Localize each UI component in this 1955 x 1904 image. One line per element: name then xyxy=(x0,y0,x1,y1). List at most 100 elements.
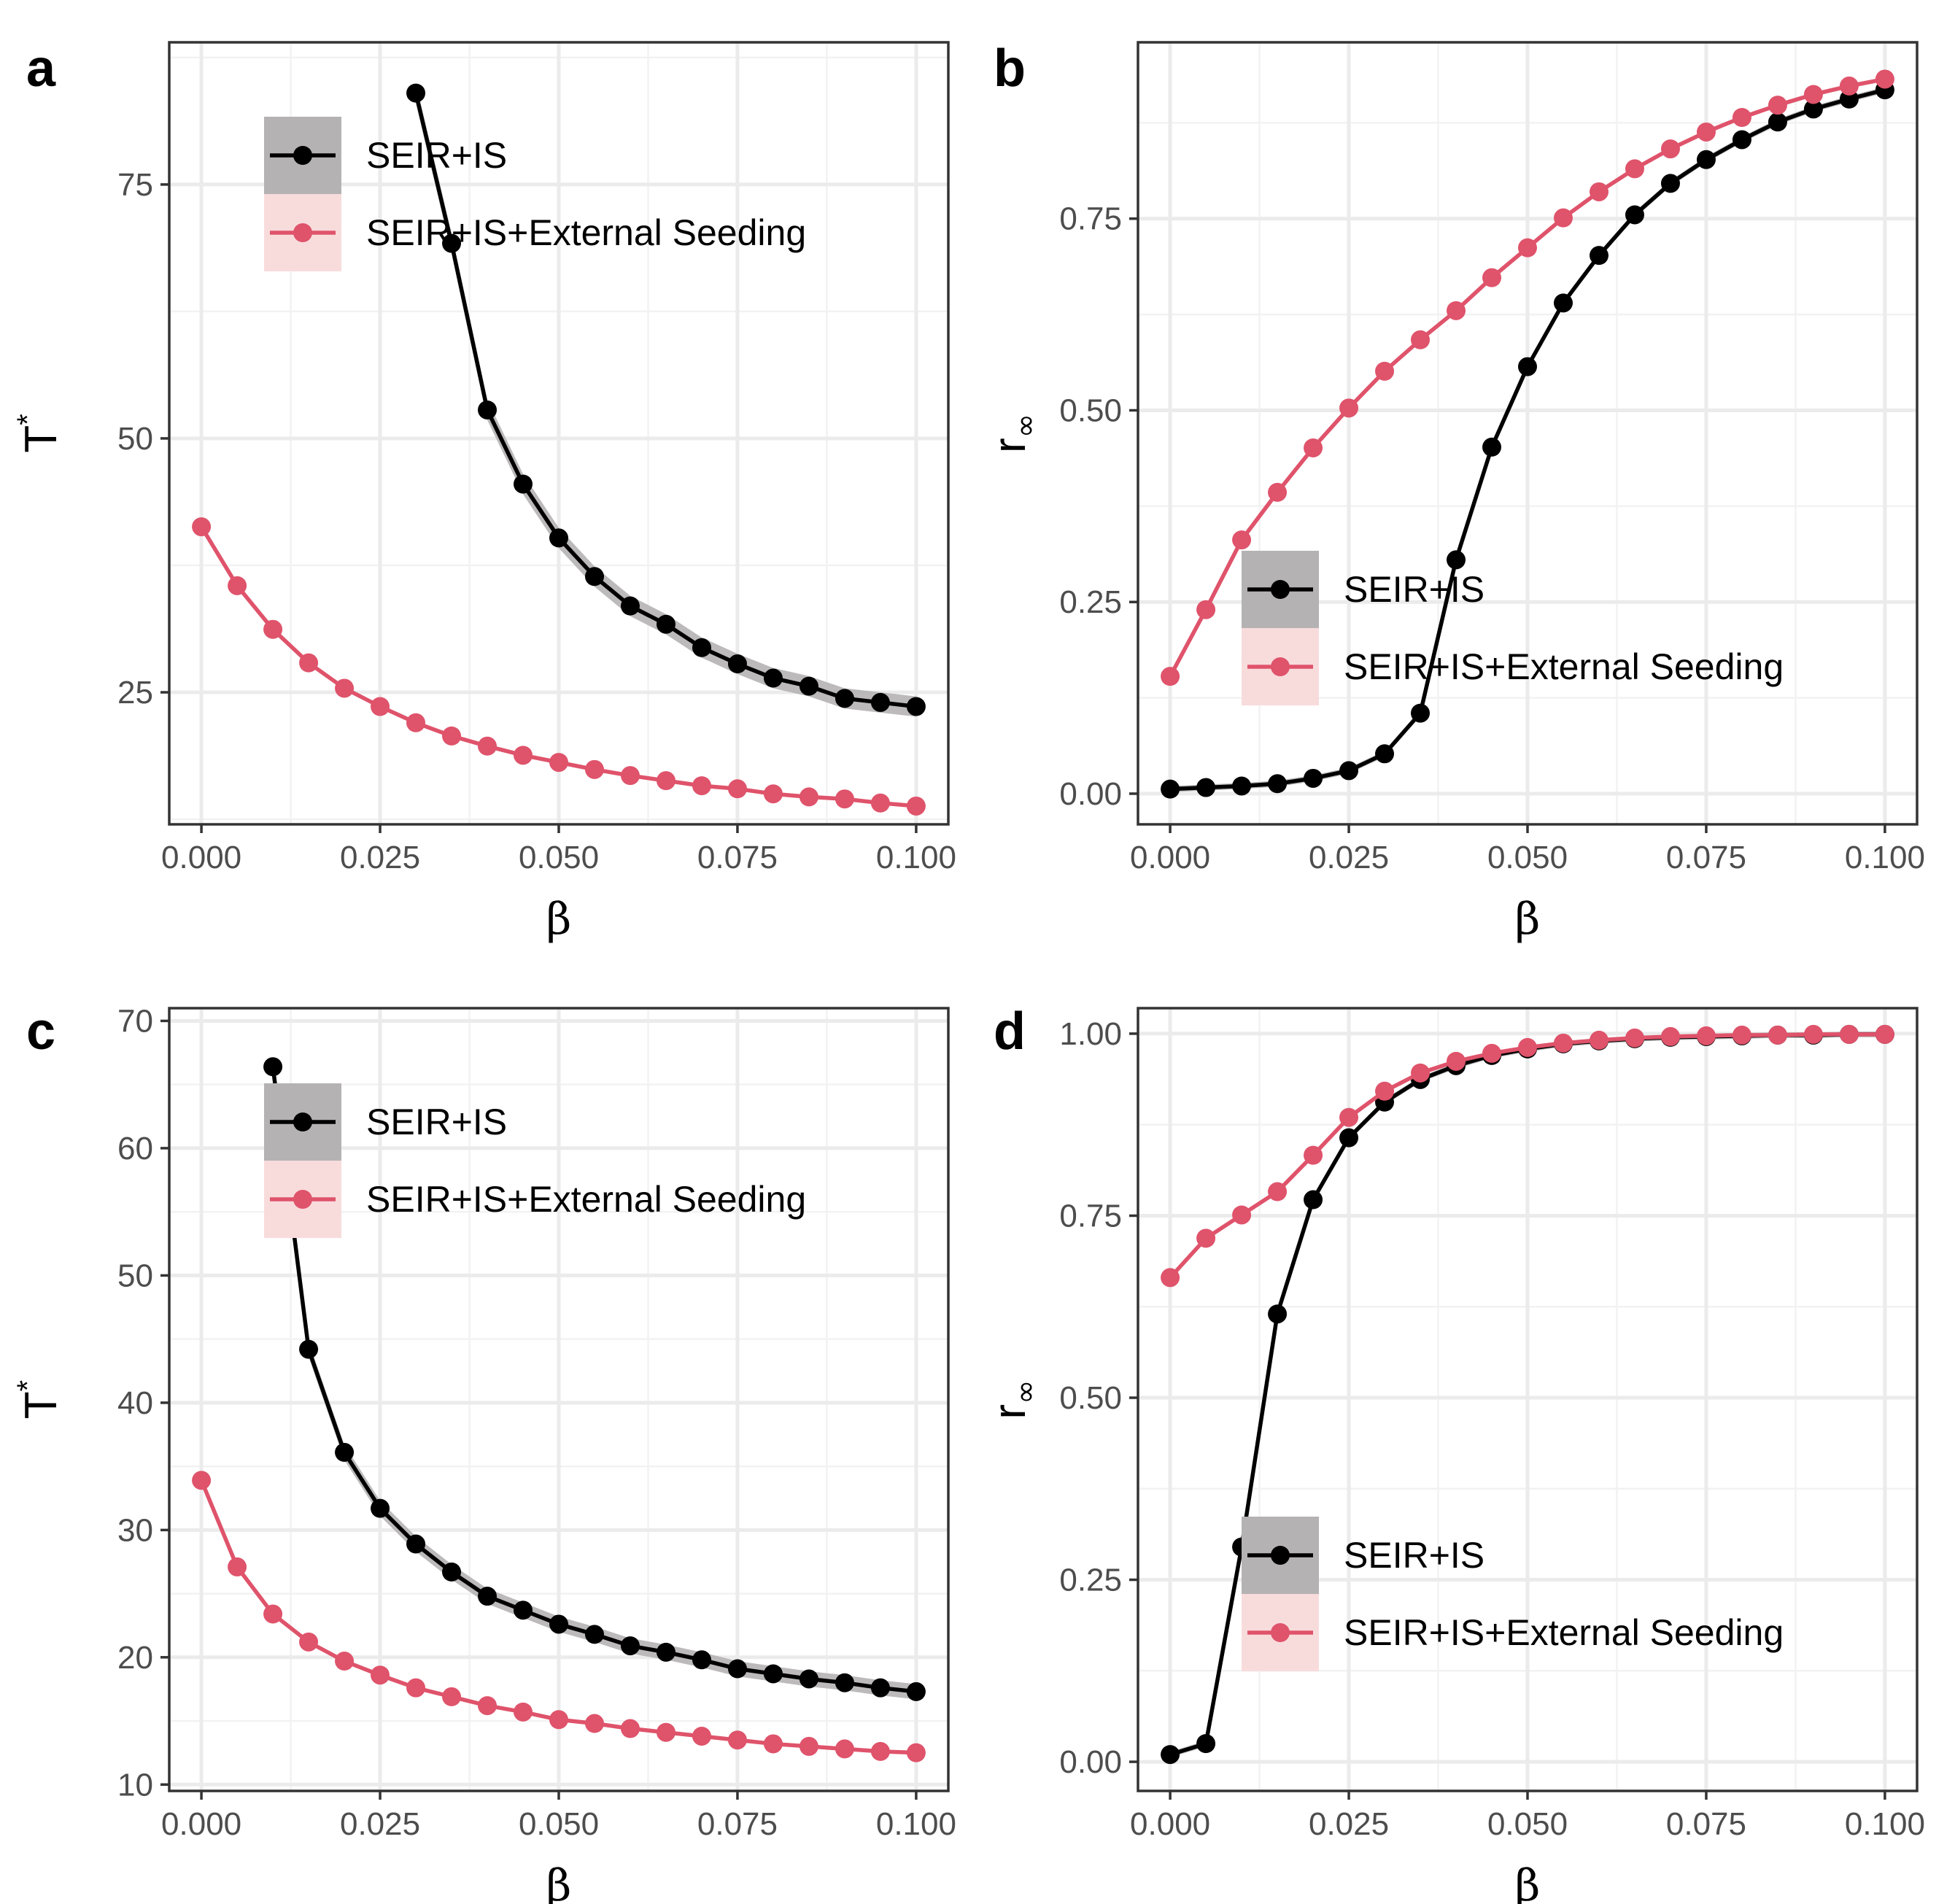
panel-b-series-1-point xyxy=(1660,139,1680,159)
panel-d-y-axis-title-subscript: ∞ xyxy=(1009,1380,1042,1404)
panel-b-ytick-label: 0.00 xyxy=(1059,776,1122,812)
panel-a-series-1-point xyxy=(906,796,926,816)
panel-c-x-axis-title: β xyxy=(546,1860,572,1904)
panel-d-legend-label: SEIR+IS xyxy=(1344,1535,1484,1576)
panel-b-series-0-point xyxy=(1732,130,1751,150)
panel-a-xtick-label: 0.075 xyxy=(697,840,778,875)
panel-a-ytick-label: 75 xyxy=(117,167,153,203)
panel-a-series-0-point xyxy=(406,83,426,103)
panel-c-series-0-point xyxy=(835,1673,854,1692)
panel-c-series-0-point xyxy=(620,1636,640,1656)
panel-b-xtick-label: 0.075 xyxy=(1666,840,1746,875)
panel-d-series-1-point xyxy=(1696,1026,1716,1045)
panel-c-series-0-point xyxy=(263,1057,283,1077)
panel-b-xtick-label: 0.100 xyxy=(1845,840,1925,875)
panel-c-series-1-point xyxy=(763,1734,783,1754)
panel-d-series-0-point xyxy=(1304,1190,1323,1210)
panel-a-series-1-point xyxy=(263,619,283,639)
panel-d-series-1-point xyxy=(1232,1205,1252,1225)
panel-b-series-0-point xyxy=(1196,778,1216,797)
panel-c-ytick-label: 40 xyxy=(117,1385,153,1421)
panel-b-series-1-point xyxy=(1553,208,1573,228)
panel-a-series-1-point xyxy=(727,779,747,799)
panel-c-series-1-point xyxy=(906,1743,926,1762)
panel-b-series-1-point xyxy=(1411,330,1431,349)
panel-c-series-0-point xyxy=(692,1650,711,1670)
panel-a-y-axis-title: T* xyxy=(12,414,66,452)
panel-c-series-1-point xyxy=(514,1702,533,1722)
panel-b-legend-key-point xyxy=(1271,580,1290,599)
panel-d-series-0-point xyxy=(1196,1734,1216,1754)
panel-a-series-1-point xyxy=(692,776,711,796)
panel-a: a SEIR+IS SEIR+IS+External Seeding 0.000 0.… xyxy=(12,39,956,945)
panel-d-ytick-label: 0.50 xyxy=(1059,1380,1122,1416)
panel-d-series-1-point xyxy=(1518,1037,1537,1057)
panel-c-series-0-point xyxy=(299,1339,319,1359)
panel-c-series-1-point xyxy=(442,1687,462,1706)
panel-c-series-0-point xyxy=(870,1678,890,1698)
panel-a-series-1-point xyxy=(870,793,890,813)
panel-a-legend-label: SEIR+IS+External Seeding xyxy=(366,212,806,253)
panel-c-series-0-point xyxy=(371,1498,390,1518)
panel-d-series-1-point xyxy=(1447,1051,1466,1071)
panel-a-series-1-point xyxy=(799,787,818,807)
panel-b-series-1-point xyxy=(1304,438,1323,457)
panel-a-series-1-point xyxy=(299,653,319,673)
panel-a-legend-key-point xyxy=(293,146,312,165)
panel-b-xtick-label: 0.050 xyxy=(1487,840,1568,875)
panel-b-series-0-point xyxy=(1696,150,1716,169)
panel-b-series-0-point xyxy=(1589,246,1608,266)
panel-a-series-0-point xyxy=(514,474,533,494)
panel-c-series-1-point xyxy=(584,1714,604,1733)
panel-d-y-axis-title-main: r xyxy=(985,1404,1035,1420)
panel-a-series-0-point xyxy=(620,596,640,616)
panel-b-series-0-point xyxy=(1232,776,1252,796)
panel-c-series-0-point xyxy=(478,1587,498,1606)
panel-d-legend-key-point xyxy=(1271,1623,1290,1642)
panel-c-xtick-label: 0.050 xyxy=(519,1806,599,1842)
panel-d-series-1-point xyxy=(1768,1025,1787,1045)
panel-b-series-0-point xyxy=(1161,779,1180,799)
panel-b-series-1-point xyxy=(1839,76,1859,96)
panel-d-xtick-label: 0.025 xyxy=(1309,1806,1389,1842)
panel-d-ytick-label: 0.75 xyxy=(1059,1198,1122,1234)
panel-a-letter: a xyxy=(26,39,56,98)
panel-d-series-1-point xyxy=(1875,1024,1894,1044)
panel-a-series-0-point xyxy=(763,668,783,688)
panel-c-y-axis-title: T* xyxy=(12,1380,66,1419)
panel-c-ytick-label: 70 xyxy=(117,1003,153,1039)
panel-a-series-1-point xyxy=(406,713,426,732)
panel-a-ytick-label: 50 xyxy=(117,421,153,457)
panel-c-y-axis-title-main: T xyxy=(16,1391,66,1419)
panel-a-series-0-point xyxy=(478,400,498,419)
panel-a-series-0-point xyxy=(442,233,462,253)
panel-c-series-1-point xyxy=(620,1719,640,1738)
panel-b-ytick-label: 0.75 xyxy=(1059,201,1122,237)
panel-b-series-0-point xyxy=(1518,357,1537,376)
panel-a-ytick-label: 25 xyxy=(117,675,153,711)
panel-d-series-1-point xyxy=(1482,1043,1502,1063)
panel-c-series-1-point xyxy=(727,1730,747,1750)
panel-a-series-0-point xyxy=(692,638,711,657)
panel-d-series-1-point xyxy=(1553,1033,1573,1053)
panel-a-series-1-point xyxy=(228,576,247,595)
panel-b-series-0-point xyxy=(1447,550,1466,570)
panel-b-series-1-point xyxy=(1768,96,1787,115)
panel-c-series-0-point xyxy=(514,1601,533,1620)
panel-c-series-1-point xyxy=(192,1471,212,1490)
panel-d-xtick-label: 0.100 xyxy=(1845,1806,1925,1842)
panel-c-series-1-point xyxy=(263,1604,283,1624)
panel-c-series-0-point xyxy=(656,1642,675,1662)
panel-c-series-1-point xyxy=(692,1726,711,1746)
panel-d-y-axis-title: r∞ xyxy=(985,1380,1042,1420)
panel-a-series-1-point xyxy=(763,784,783,804)
panel-c-series-1-point xyxy=(335,1652,355,1671)
panel-d-series-1-point xyxy=(1196,1228,1216,1248)
panel-d-ytick-label: 1.00 xyxy=(1059,1016,1122,1052)
panel-b-series-1-point xyxy=(1589,182,1608,201)
panel-c-series-1-point xyxy=(228,1557,247,1576)
panel-c-plot: SEIR+IS SEIR+IS+External Seeding 0.000 0.02… xyxy=(12,1003,956,1904)
panel-d-series-1-point xyxy=(1660,1026,1680,1046)
